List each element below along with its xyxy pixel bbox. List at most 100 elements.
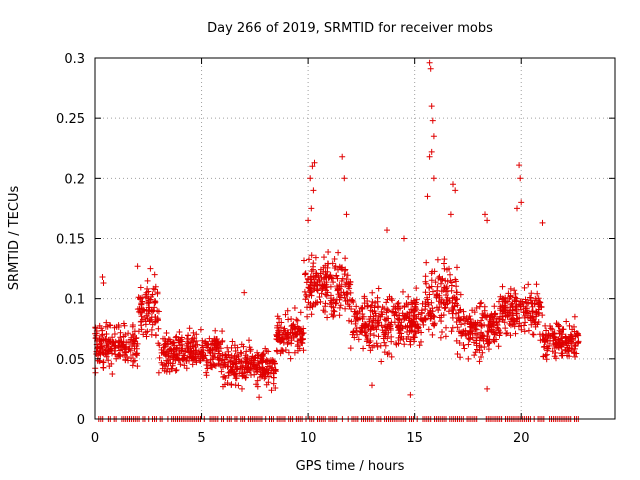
data-point xyxy=(372,310,379,317)
data-point xyxy=(482,313,489,320)
data-point xyxy=(221,381,228,388)
data-point xyxy=(246,337,252,344)
data-point xyxy=(117,329,124,336)
data-point xyxy=(425,326,432,333)
data-point xyxy=(479,310,486,317)
data-point xyxy=(407,391,414,398)
data-point xyxy=(449,299,456,306)
data-point xyxy=(199,344,206,351)
data-point xyxy=(571,313,578,320)
data-point xyxy=(336,304,343,311)
data-point xyxy=(476,347,483,354)
data-point xyxy=(152,299,159,305)
data-point xyxy=(214,343,221,350)
data-point xyxy=(310,260,317,267)
data-point xyxy=(375,285,382,292)
data-point xyxy=(343,276,350,283)
data-point xyxy=(301,257,307,264)
data-point xyxy=(539,312,546,319)
data-point xyxy=(476,358,483,365)
data-point xyxy=(103,319,110,326)
data-point xyxy=(299,335,306,342)
data-point xyxy=(454,351,461,357)
data-point xyxy=(443,324,449,331)
data-point xyxy=(279,335,286,342)
data-point xyxy=(449,305,456,311)
data-point xyxy=(450,181,456,188)
data-point xyxy=(241,373,248,380)
data-point xyxy=(358,324,365,331)
data-point xyxy=(384,296,391,303)
data-point xyxy=(472,321,479,328)
data-point xyxy=(347,279,354,286)
data-point xyxy=(305,284,312,291)
data-point xyxy=(422,299,429,305)
data-point xyxy=(465,355,472,362)
data-point xyxy=(277,324,284,331)
data-point xyxy=(347,345,354,352)
data-point xyxy=(282,311,289,318)
data-point xyxy=(173,345,180,352)
data-point xyxy=(209,347,216,354)
data-point xyxy=(499,295,506,302)
data-point xyxy=(239,385,245,392)
data-point xyxy=(521,313,528,319)
data-point xyxy=(484,217,491,224)
data-point xyxy=(502,325,509,332)
data-point xyxy=(293,316,300,323)
data-point xyxy=(428,103,435,110)
data-point xyxy=(134,350,141,357)
data-point xyxy=(367,347,374,354)
data-point xyxy=(442,333,449,340)
y-tick-label: 0.2 xyxy=(64,172,85,187)
data-point xyxy=(231,342,238,349)
data-point xyxy=(478,344,485,351)
data-point xyxy=(551,334,558,341)
data-point xyxy=(340,289,347,296)
data-point xyxy=(332,300,339,307)
data-point xyxy=(444,288,451,295)
data-point xyxy=(551,353,558,360)
data-point xyxy=(496,298,502,305)
data-point xyxy=(177,342,183,349)
data-point xyxy=(378,358,385,365)
data-point xyxy=(457,316,464,323)
data-point xyxy=(112,345,119,352)
data-point xyxy=(418,329,425,336)
data-point xyxy=(478,354,484,360)
data-point xyxy=(206,335,213,342)
data-point xyxy=(306,256,312,263)
data-point xyxy=(408,318,415,325)
data-point xyxy=(473,305,480,311)
data-point xyxy=(267,360,273,367)
data-point xyxy=(184,335,190,342)
data-point xyxy=(473,326,480,333)
data-point xyxy=(524,310,531,317)
data-point xyxy=(295,341,302,348)
data-point xyxy=(125,330,132,337)
data-point xyxy=(368,302,375,309)
data-point xyxy=(392,304,399,311)
data-point xyxy=(514,205,520,212)
data-point xyxy=(506,320,513,327)
data-point xyxy=(156,342,163,349)
data-point xyxy=(111,331,118,337)
data-point xyxy=(146,304,153,311)
data-point xyxy=(115,344,122,351)
data-point xyxy=(395,306,402,312)
data-point xyxy=(163,349,170,356)
chart-title: Day 266 of 2019, SRMTID for receiver mob… xyxy=(207,21,493,36)
data-point xyxy=(517,175,524,182)
data-point xyxy=(189,335,196,342)
data-point xyxy=(507,293,514,300)
data-point xyxy=(154,290,161,297)
data-point xyxy=(374,343,381,350)
data-point xyxy=(155,369,162,376)
data-point xyxy=(441,305,448,312)
data-point xyxy=(238,369,245,376)
data-point xyxy=(189,343,196,350)
data-point xyxy=(413,296,420,303)
data-point xyxy=(461,345,468,352)
data-point xyxy=(257,374,263,381)
data-point xyxy=(307,175,314,182)
